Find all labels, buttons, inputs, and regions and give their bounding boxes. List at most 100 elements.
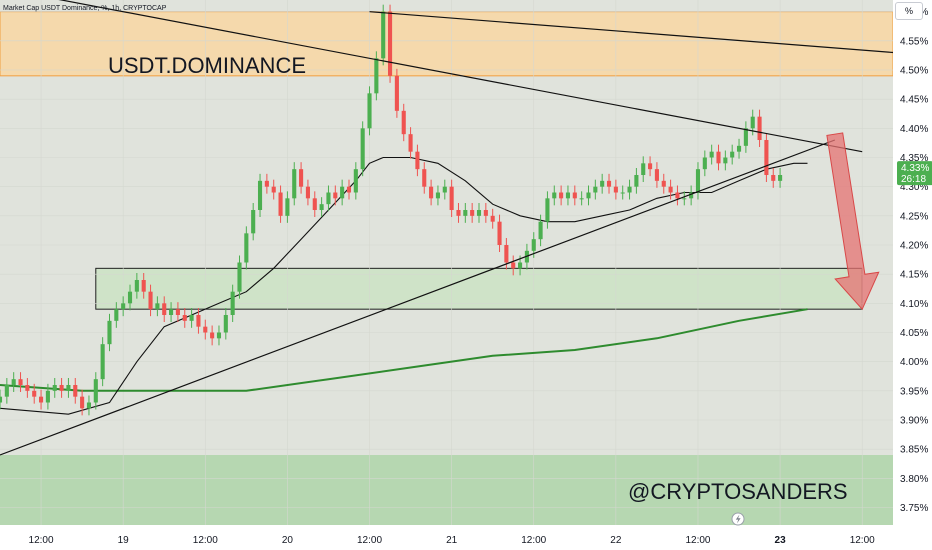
y-tick-label: 3.85%: [900, 445, 928, 456]
price-tag-background: [897, 161, 932, 186]
candle: [730, 144, 735, 165]
y-tick-label: 4.20%: [900, 241, 928, 252]
candle-body: [18, 379, 23, 385]
candle: [264, 173, 269, 194]
candle-body: [114, 309, 119, 321]
candle-body: [668, 186, 673, 193]
candle: [189, 308, 194, 328]
candle: [709, 144, 714, 165]
candle: [435, 185, 440, 206]
y-axis-panel[interactable]: [893, 0, 932, 520]
candle-body: [572, 192, 577, 199]
x-tick-label: 19: [118, 535, 130, 546]
candle: [606, 173, 612, 194]
candle: [237, 255, 242, 299]
candle-body: [559, 192, 564, 199]
candles: [0, 4, 783, 416]
candle-body: [175, 309, 180, 315]
zone-resistance: [0, 11, 894, 77]
candle: [490, 208, 495, 229]
candle-body: [606, 180, 612, 187]
candle: [394, 68, 399, 118]
y-tick-label: 4.00%: [900, 357, 928, 368]
candle-body: [401, 110, 406, 135]
candle: [285, 191, 290, 223]
candle-body: [716, 151, 721, 164]
candle-body: [189, 315, 194, 321]
candle-body: [39, 396, 44, 403]
candle: [52, 378, 57, 398]
candle: [545, 191, 550, 229]
candle-body: [490, 215, 495, 222]
candle: [175, 302, 180, 322]
candle-body: [80, 396, 85, 409]
candle: [59, 378, 64, 398]
candle: [483, 203, 488, 223]
candle-body: [45, 390, 50, 403]
x-tick-label: 12:00: [193, 535, 218, 546]
candle: [141, 273, 146, 299]
candle: [476, 203, 482, 223]
candle-body: [757, 116, 762, 140]
candle-body: [771, 175, 776, 181]
candle-body: [613, 186, 618, 193]
candle-body: [148, 291, 153, 310]
candle-body: [743, 128, 748, 146]
candle: [32, 383, 37, 404]
y-tick-label: 4.25%: [900, 211, 928, 222]
candle-body: [702, 157, 707, 170]
candle: [586, 185, 591, 206]
price-tag-value: 4.33%: [901, 163, 929, 174]
candle-body: [353, 169, 358, 193]
trend-lines[interactable]: [0, 0, 894, 456]
candle-body: [381, 11, 386, 59]
candle-body: [435, 192, 440, 199]
candle-body: [52, 385, 57, 391]
candle: [463, 203, 468, 223]
candle-body: [285, 198, 290, 216]
candle-body: [271, 186, 276, 193]
y-tick-label: 3.80%: [900, 474, 928, 485]
candle: [312, 191, 317, 217]
candle-body: [736, 145, 742, 152]
x-axis-panel[interactable]: [0, 525, 893, 550]
y-tick-label: 4.30%: [900, 182, 928, 193]
y-tick-label: 3.95%: [900, 386, 928, 397]
arrow-layer: [826, 132, 880, 311]
candle-body: [387, 11, 393, 76]
candle-body: [326, 192, 331, 205]
candle-body: [312, 198, 317, 210]
candle-body: [340, 186, 345, 199]
candle: [73, 378, 78, 404]
zone-label: USDT.DOMINANCE: [108, 53, 306, 78]
candle: [627, 179, 632, 200]
candle: [203, 319, 208, 340]
candle: [572, 185, 577, 206]
y-tick-label: 4.40%: [900, 124, 928, 135]
unit-toggle-button[interactable]: %: [895, 2, 923, 20]
candle-body: [346, 186, 352, 193]
candle-body: [73, 385, 78, 397]
y-tick-label: 4.50%: [900, 66, 928, 77]
candle: [271, 179, 276, 200]
candle-body: [504, 245, 509, 263]
candle-body: [264, 180, 269, 187]
candle-body: [162, 303, 167, 315]
x-tick-label: 12:00: [357, 535, 382, 546]
chart-legend: Market Cap USDT Dominance, %, 1h, CRYPTO…: [3, 5, 167, 12]
candle-body: [223, 315, 228, 333]
candle: [634, 168, 639, 194]
candle-body: [600, 180, 605, 187]
candle: [675, 185, 680, 206]
x-tick-label: 22: [610, 535, 622, 546]
candle: [723, 150, 728, 171]
y-tick-label: 4.45%: [900, 95, 928, 106]
candle: [162, 296, 167, 322]
candle: [353, 162, 358, 200]
candle-body: [107, 320, 112, 345]
x-tick-label: 12:00: [521, 535, 546, 546]
lightning-icon[interactable]: [731, 512, 745, 526]
candle: [702, 150, 707, 177]
candle-body: [497, 221, 502, 245]
